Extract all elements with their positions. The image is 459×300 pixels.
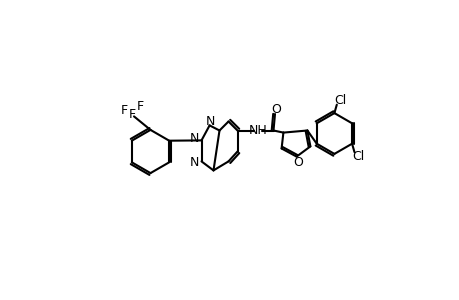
- Text: Cl: Cl: [334, 94, 346, 107]
- Text: N: N: [190, 156, 199, 170]
- Text: N: N: [190, 132, 199, 146]
- Text: F: F: [129, 108, 136, 122]
- Text: F: F: [137, 100, 144, 113]
- Text: NH: NH: [248, 124, 267, 137]
- Text: O: O: [270, 103, 280, 116]
- Text: Cl: Cl: [352, 150, 364, 163]
- Text: N: N: [205, 115, 215, 128]
- Text: F: F: [121, 104, 128, 117]
- Text: O: O: [292, 155, 302, 169]
